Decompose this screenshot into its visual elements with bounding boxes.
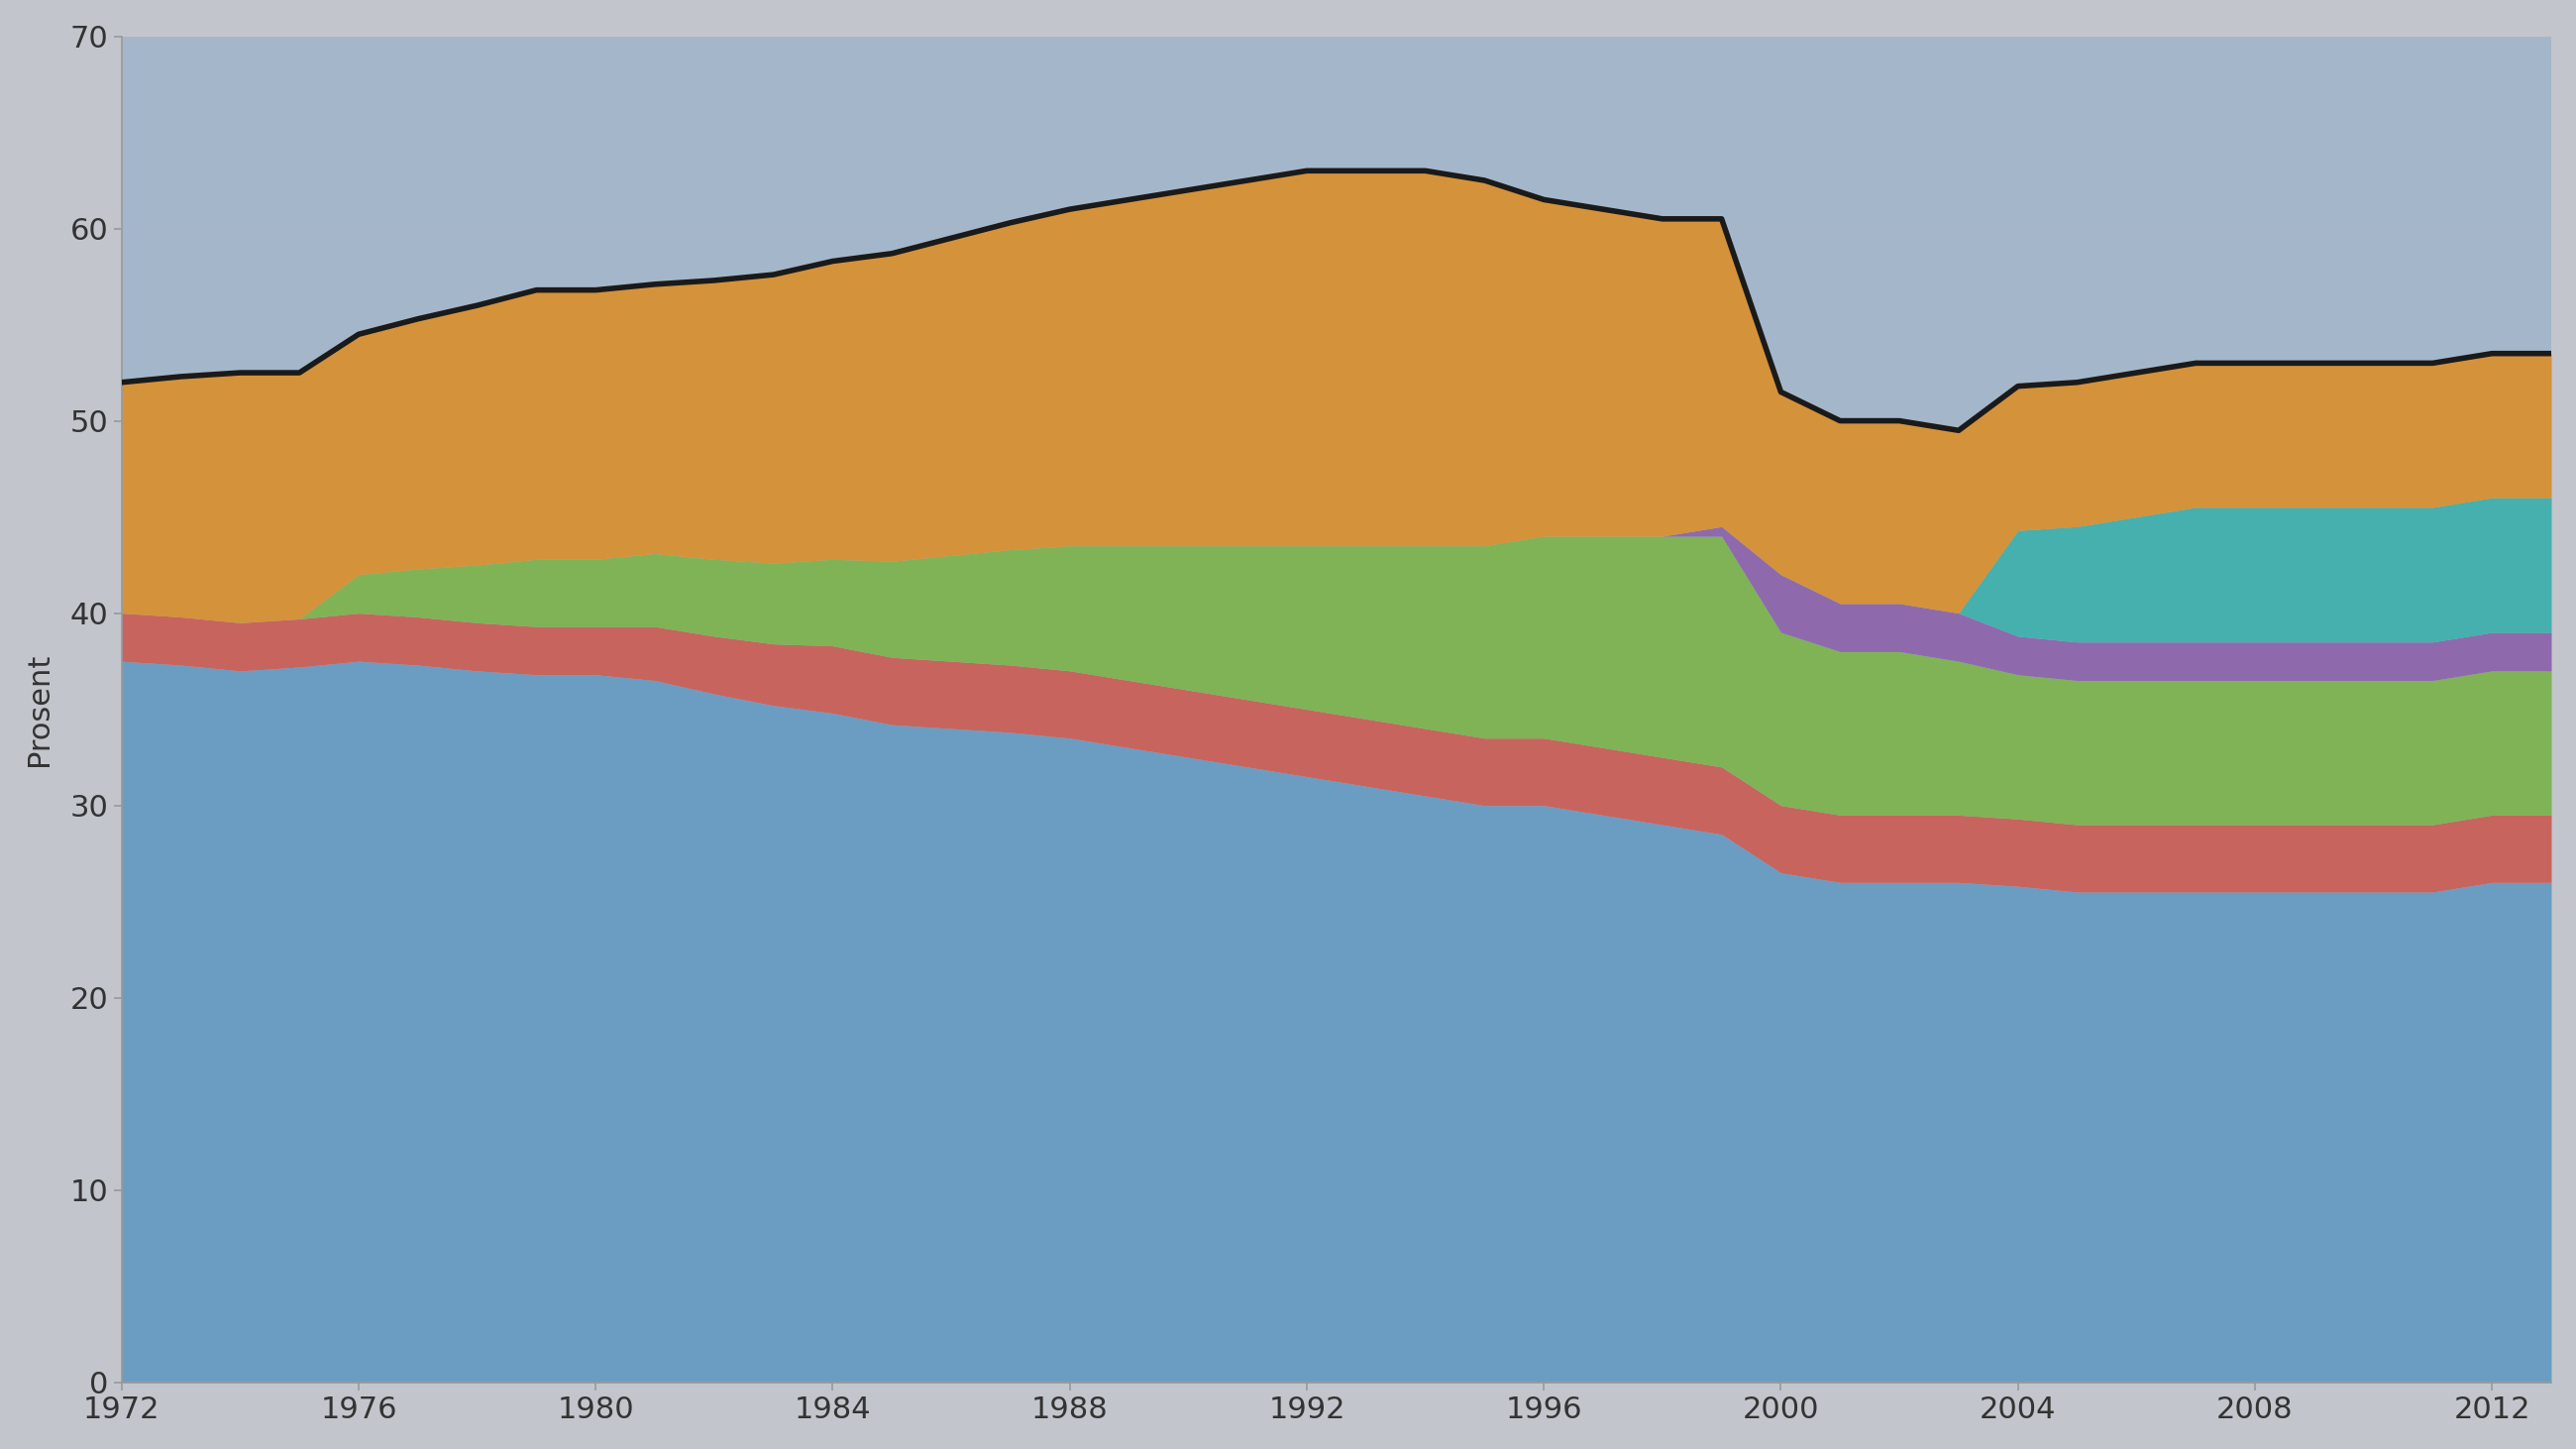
Y-axis label: Prosent: Prosent <box>26 652 54 767</box>
Bar <box>121 36 2550 1382</box>
